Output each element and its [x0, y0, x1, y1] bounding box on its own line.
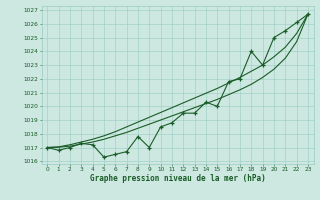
X-axis label: Graphe pression niveau de la mer (hPa): Graphe pression niveau de la mer (hPa) [90, 174, 266, 183]
